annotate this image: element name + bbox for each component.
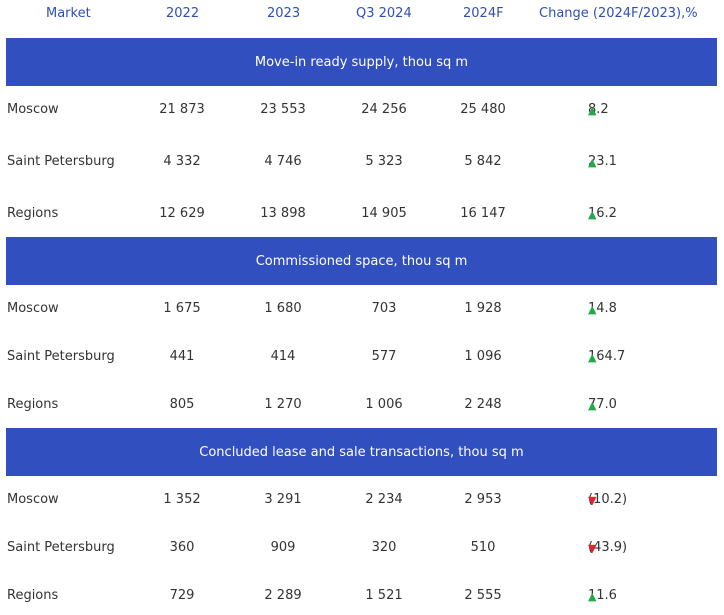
value-cell-y2023: 909 [270, 540, 296, 555]
change-value: 11.6 [588, 588, 617, 603]
change-cell: ▼ (10.2) [588, 492, 627, 507]
market-cell: Regions [7, 588, 59, 603]
table-row: Saint Petersburg 360 909 320 510 ▼ (43.9) [0, 538, 724, 558]
triangle-up-icon: ▲ [588, 156, 597, 169]
value-cell-y2022: 12 629 [159, 206, 205, 221]
table-row: Regions 12 629 13 898 14 905 16 147 ▲ 16.2 [0, 204, 724, 224]
value-cell-q3-2024: 1 006 [365, 397, 403, 412]
value-cell-y2022: 360 [169, 540, 195, 555]
value-cell-q3-2024: 5 323 [365, 154, 403, 169]
header-2022: 2022 [166, 6, 200, 21]
section-band: Concluded lease and sale transactions, t… [6, 428, 717, 476]
table-header: Market 2022 2023 Q3 2024 2024F Change (2… [0, 0, 724, 28]
market-cell: Moscow [7, 492, 59, 507]
value-cell-f2024: 1 096 [464, 349, 502, 364]
triangle-up-icon: ▲ [588, 208, 597, 221]
value-cell-f2024: 5 842 [464, 154, 502, 169]
value-cell-y2023: 1 270 [264, 397, 302, 412]
market-cell: Moscow [7, 102, 59, 117]
market-cell: Saint Petersburg [7, 349, 115, 364]
triangle-up-icon: ▲ [588, 303, 597, 316]
table-row: Regions 805 1 270 1 006 2 248 ▲ 77.0 [0, 395, 724, 415]
value-cell-y2022: 805 [169, 397, 195, 412]
table-row: Saint Petersburg 4 332 4 746 5 323 5 842 ▲ 23.… [0, 152, 724, 172]
value-cell-f2024: 510 [470, 540, 496, 555]
value-cell-y2023: 414 [270, 349, 296, 364]
triangle-up-icon: ▲ [588, 590, 597, 603]
change-cell: ▲ 14.8 [588, 301, 617, 316]
header-q3-2024: Q3 2024 [356, 6, 412, 21]
value-cell-y2023: 3 291 [264, 492, 302, 507]
value-cell-y2023: 4 746 [264, 154, 302, 169]
market-cell: Saint Petersburg [7, 154, 115, 169]
value-cell-f2024: 1 928 [464, 301, 502, 316]
table-row: Saint Petersburg 441 414 577 1 096 ▲ 164.7 [0, 347, 724, 367]
value-cell-f2024: 25 480 [460, 102, 506, 117]
value-cell-y2023: 2 289 [264, 588, 302, 603]
change-value: 77.0 [588, 397, 617, 412]
value-cell-f2024: 2 555 [464, 588, 502, 603]
market-cell: Moscow [7, 301, 59, 316]
change-value: 14.8 [588, 301, 617, 316]
value-cell-y2022: 1 675 [163, 301, 201, 316]
triangle-down-icon: ▼ [588, 542, 597, 555]
value-cell-y2022: 21 873 [159, 102, 205, 117]
triangle-up-icon: ▲ [588, 351, 597, 364]
change-cell: ▲ 8.2 [588, 102, 609, 117]
value-cell-q3-2024: 577 [371, 349, 397, 364]
section-title: Commissioned space, thou sq m [255, 253, 468, 269]
table-row: Moscow 21 873 23 553 24 256 25 480 ▲ 8.2 [0, 100, 724, 120]
value-cell-q3-2024: 14 905 [361, 206, 407, 221]
value-cell-y2022: 1 352 [163, 492, 201, 507]
value-cell-y2022: 4 332 [163, 154, 201, 169]
change-cell: ▲ 11.6 [588, 588, 617, 603]
change-cell: ▲ 77.0 [588, 397, 617, 412]
value-cell-f2024: 2 248 [464, 397, 502, 412]
header-market: Market [46, 6, 91, 21]
triangle-up-icon: ▲ [588, 399, 597, 412]
table-row: Regions 729 2 289 1 521 2 555 ▲ 11.6 [0, 586, 724, 606]
value-cell-q3-2024: 1 521 [365, 588, 403, 603]
value-cell-f2024: 16 147 [460, 206, 506, 221]
value-cell-y2022: 729 [169, 588, 195, 603]
change-value: (10.2) [588, 492, 628, 507]
value-cell-q3-2024: 24 256 [361, 102, 407, 117]
change-cell: ▲ 16.2 [588, 206, 617, 221]
value-cell-f2024: 2 953 [464, 492, 502, 507]
market-cell: Regions [7, 397, 59, 412]
header-2023: 2023 [267, 6, 301, 21]
value-cell-y2022: 441 [169, 349, 195, 364]
change-value: 164.7 [588, 349, 626, 364]
value-cell-q3-2024: 320 [371, 540, 397, 555]
market-cell: Regions [7, 206, 59, 221]
table-row: Moscow 1 675 1 680 703 1 928 ▲ 14.8 [0, 299, 724, 319]
section-title: Move-in ready supply, thou sq m [254, 54, 469, 70]
change-cell: ▼ (43.9) [588, 540, 627, 555]
market-cell: Saint Petersburg [7, 540, 115, 555]
change-value: 16.2 [588, 206, 617, 221]
header-2024f: 2024F [463, 6, 504, 21]
change-value: (43.9) [588, 540, 628, 555]
section-title: Concluded lease and sale transactions, t… [199, 444, 524, 460]
value-cell-q3-2024: 703 [371, 301, 397, 316]
header-change: Change (2024F/2023),% [539, 6, 698, 21]
value-cell-y2023: 13 898 [260, 206, 306, 221]
change-cell: ▲ 23.1 [588, 154, 617, 169]
change-value: 23.1 [588, 154, 617, 169]
change-value: 8.2 [588, 102, 609, 117]
change-cell: ▲ 164.7 [588, 349, 625, 364]
section-band: Commissioned space, thou sq m [6, 237, 717, 285]
triangle-down-icon: ▼ [588, 494, 597, 507]
triangle-up-icon: ▲ [588, 104, 597, 117]
value-cell-q3-2024: 2 234 [365, 492, 403, 507]
table-row: Moscow 1 352 3 291 2 234 2 953 ▼ (10.2) [0, 490, 724, 510]
value-cell-y2023: 23 553 [260, 102, 306, 117]
value-cell-y2023: 1 680 [264, 301, 302, 316]
section-band: Move-in ready supply, thou sq m [6, 38, 717, 86]
